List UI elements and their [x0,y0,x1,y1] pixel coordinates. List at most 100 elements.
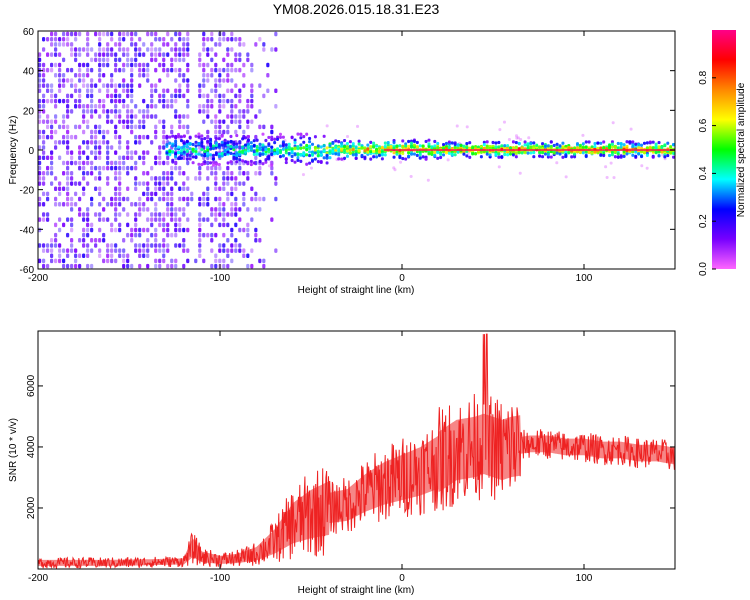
heatmap-cell [54,129,58,135]
heatmap-cell [242,171,246,176]
heatmap-cell [613,150,617,154]
heatmap-cell [98,150,102,155]
heatmap-cell [90,67,94,73]
heatmap-cell [42,171,46,176]
colorbar: 0.00.20.40.60.8 Normalized spectral ampl… [698,30,747,276]
heatmap-cell [555,142,559,147]
heatmap-cell [118,109,122,114]
heatmap-cell [118,176,122,181]
heatmap-cell [313,135,317,139]
heatmap-cell [255,138,259,142]
heatmap-cell [126,62,130,68]
heatmap-cell [186,186,190,191]
heatmap-cell [118,227,122,233]
heatmap-cell [38,103,42,109]
heatmap-cell [170,191,174,197]
heatmap-cell [230,114,234,119]
heatmap-cell [166,31,170,37]
heatmap-cell [158,150,162,155]
heatmap-cell [50,93,54,99]
heatmap-cell [507,137,511,141]
heatmap-cell [182,36,186,42]
heatmap-cell [134,217,138,222]
heatmap-cell [38,155,42,161]
heatmap-cell [174,93,178,99]
heatmap-cell [174,181,178,186]
heatmap-cell [242,109,246,114]
heatmap-cell [206,148,210,152]
heatmap-cell [54,258,58,264]
heatmap-cell [602,153,606,158]
heatmap-cell [62,258,66,264]
heatmap-cell [126,140,130,145]
heatmap-cell [162,171,166,176]
heatmap-cell [296,156,300,160]
heatmap-cell [86,212,90,217]
heatmap-cell [158,62,162,68]
y-tick-label: 60 [23,27,35,38]
colorbar-tick-label: 0.6 [698,118,709,132]
heatmap-cell [42,212,46,217]
heatmap-cell [308,150,312,154]
x-tick-label: -100 [210,273,230,284]
heatmap-cell [561,155,565,159]
heatmap-cell [106,181,110,186]
heatmap-cell [351,153,355,157]
heatmap-cell [290,158,294,163]
heatmap-cell [372,145,376,149]
heatmap-cell [188,157,192,161]
heatmap-cell [182,47,186,52]
heatmap-cell [158,186,162,191]
heatmap-cell [90,57,94,63]
heatmap-cell [234,201,238,207]
heatmap-cell [587,150,591,154]
heatmap-cell [203,136,207,141]
heatmap-cell [66,232,70,238]
heatmap-cell [118,93,122,99]
heatmap-cell [246,171,250,176]
heatmap-cell [584,154,588,159]
heatmap-cell [412,139,416,143]
heatmap-cell [134,114,138,119]
heatmap-cell [162,134,166,140]
heatmap-cell [241,137,245,141]
heatmap-cell [210,98,214,104]
heatmap-cell [363,155,367,159]
heatmap-cell [42,176,46,181]
heatmap-cell [345,141,349,146]
heatmap-cell [42,134,46,140]
heatmap-cell [210,31,214,37]
heatmap-cell [343,156,347,160]
heatmap-cell [527,136,531,140]
heatmap-cell [66,186,70,191]
heatmap-cell [254,155,258,161]
heatmap-cell [154,227,158,233]
heatmap-cell [110,201,114,207]
heatmap-cell [158,119,162,124]
heatmap-cell [497,152,501,156]
heatmap-cell [86,217,90,222]
heatmap-cell [316,160,320,164]
heatmap-cell [182,207,186,212]
heatmap-cell [471,145,475,149]
heatmap-cell [66,191,70,197]
heatmap-cell [86,207,90,212]
heatmap-cell [494,152,498,156]
heatmap-cell [174,263,178,269]
heatmap-cell [246,57,250,63]
heatmap-cell [178,36,182,42]
heatmap-cell [134,42,138,47]
heatmap-cell [543,152,547,156]
heatmap-cell [126,124,130,130]
heatmap-cell [58,88,62,94]
heatmap-cell [94,109,98,114]
heatmap-cell [158,263,162,269]
heatmap-cell [54,222,58,228]
heatmap-cell [82,238,86,243]
heatmap-cell [179,148,183,153]
heatmap-cell [412,152,416,156]
heatmap-cell [130,129,134,135]
heatmap-cell [238,217,242,222]
heatmap-cell [114,103,118,109]
heatmap-cell [226,98,230,104]
